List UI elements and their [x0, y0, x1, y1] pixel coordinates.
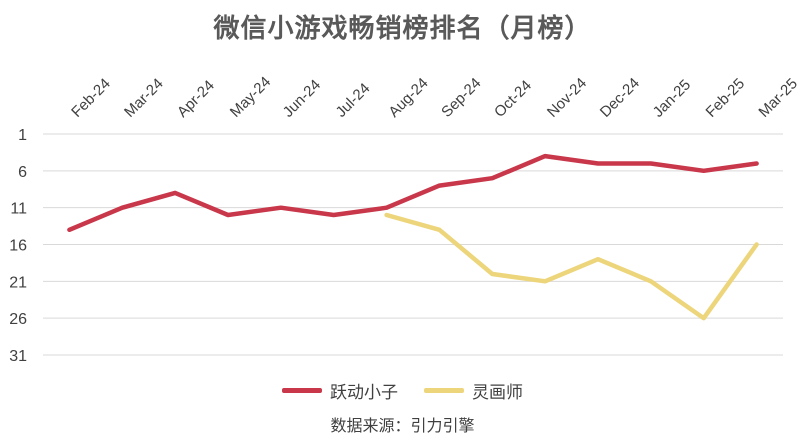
legend-label: 跃动小子 — [330, 383, 398, 403]
x-tick-label: Mar-25 — [755, 75, 801, 121]
x-tick-label: Mar-24 — [121, 75, 167, 121]
legend-item: 跃动小子 — [282, 378, 398, 403]
x-tick-label: Nov-24 — [544, 75, 590, 121]
y-tick-label: 16 — [9, 238, 27, 255]
grid-lines — [43, 133, 783, 356]
series-line-1 — [67, 153, 759, 233]
legend-item: 灵画师 — [424, 378, 523, 403]
x-tick-label: May-24 — [227, 73, 274, 120]
chart-title: 微信小游戏畅销榜排名（月榜） — [213, 14, 592, 44]
x-tick-label: Apr-24 — [174, 77, 218, 121]
x-tick-label: Oct-24 — [491, 77, 535, 121]
x-tick-label: Dec-24 — [597, 75, 643, 121]
x-axis-tick-labels: Feb-24 Mar-24 Apr-24 May-24 Jun-24 Jul-24 Aug-… — [68, 73, 801, 120]
y-tick-label: 31 — [9, 348, 27, 365]
source-note: 数据来源：引力引擎 — [330, 416, 475, 435]
x-tick-label: Jan-25 — [650, 76, 694, 120]
legend-label: 灵画师 — [472, 383, 523, 403]
y-tick-label: 21 — [9, 274, 27, 291]
x-tick-label: Aug-24 — [385, 75, 431, 121]
series-line-2 — [384, 212, 759, 321]
series-lines — [67, 153, 759, 321]
legend: 跃动小子 灵画师 — [0, 378, 805, 403]
y-tick-label: 11 — [10, 201, 27, 218]
x-tick-label: Feb-25 — [703, 75, 749, 121]
x-tick-label: Sep-24 — [438, 75, 484, 121]
legend-swatch — [282, 388, 322, 393]
x-tick-label: Jul-24 — [333, 80, 374, 121]
y-tick-label: 6 — [18, 164, 27, 181]
legend-swatch — [424, 388, 464, 393]
y-tick-label: 26 — [9, 311, 27, 328]
x-tick-label: Jun-24 — [280, 76, 324, 120]
y-tick-label: 1 — [18, 127, 27, 144]
x-tick-label: Feb-24 — [68, 75, 114, 121]
